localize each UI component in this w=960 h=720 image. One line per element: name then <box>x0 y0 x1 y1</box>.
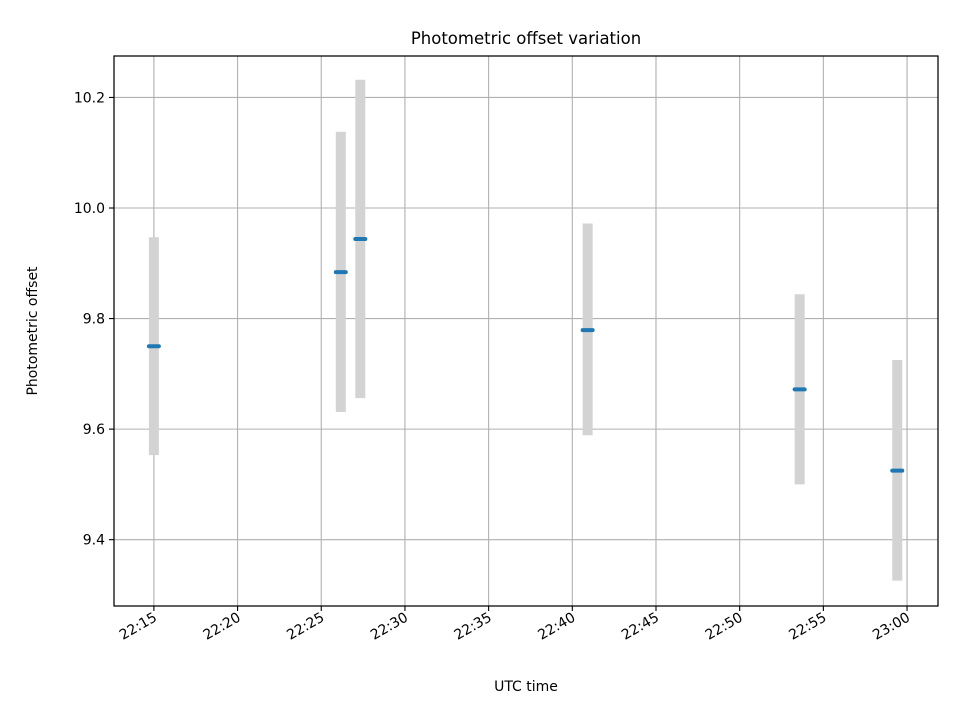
plot-frame <box>113 55 939 607</box>
data-markers <box>146 236 905 473</box>
chart-title: Photometric offset variation <box>411 29 641 48</box>
grid <box>114 56 938 606</box>
x-axis-label: UTC time <box>494 679 558 695</box>
y-tick-label: 9.4 <box>83 533 105 549</box>
y-tick-label: 10.0 <box>74 201 105 217</box>
y-tick-label: 9.8 <box>83 312 105 328</box>
y-tick-label: 9.6 <box>83 422 105 438</box>
y-axis-label: Photometric offset <box>25 266 41 396</box>
y-tick-label: 10.2 <box>74 90 105 106</box>
